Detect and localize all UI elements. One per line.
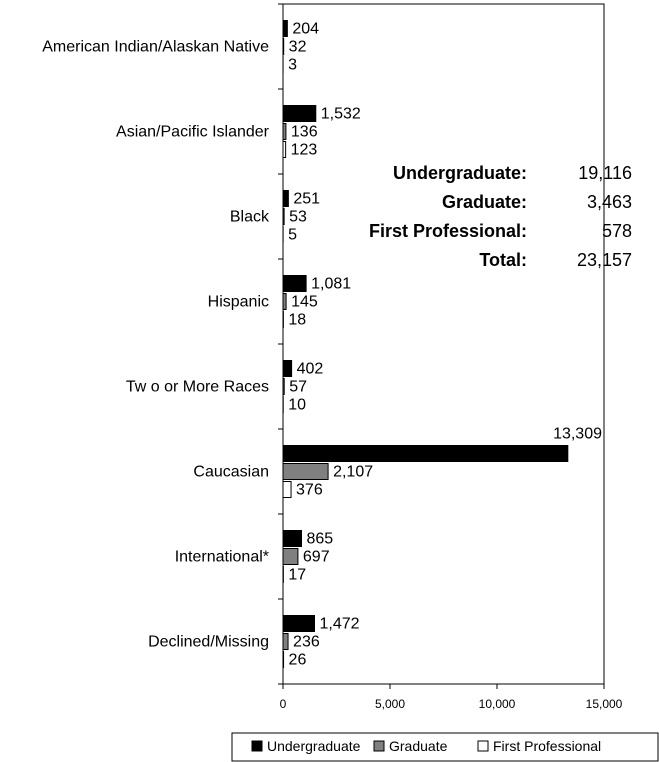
bar-first-professional [282, 141, 287, 158]
bar-graduate [282, 463, 329, 480]
bar-graduate [282, 378, 285, 395]
data-label: 57 [289, 379, 307, 396]
category-label: Asian/Pacific Islander [116, 124, 270, 141]
summary-box: Undergraduate: 19,116 Graduate: 3,463 First … [369, 163, 632, 270]
bar-graduate [282, 38, 285, 55]
category-label: Black [230, 209, 270, 226]
summary-value: 578 [602, 221, 632, 241]
bar-undergraduate [282, 445, 569, 462]
bar-undergraduate [282, 275, 307, 292]
data-label: 136 [291, 124, 318, 141]
legend-box [231, 732, 659, 762]
summary-label: First Professional: [369, 221, 527, 241]
legend-label: Graduate [389, 738, 448, 754]
bar-undergraduate [282, 615, 316, 632]
bar-graduate [282, 633, 289, 650]
data-label: 32 [289, 39, 307, 56]
legend-swatch [477, 740, 489, 752]
bar-graduate [282, 208, 285, 225]
bar-undergraduate [282, 360, 293, 377]
data-label: 865 [307, 531, 334, 548]
x-tick-label: 0 [280, 697, 287, 711]
summary-value: 23,157 [577, 250, 632, 270]
bar-graduate [282, 548, 299, 565]
legend-label: Undergraduate [267, 738, 361, 754]
category-label: American Indian/Alaskan Native [42, 39, 269, 56]
bar-graduate [282, 293, 287, 310]
bar-undergraduate [282, 20, 288, 37]
data-label: 53 [289, 209, 307, 226]
legend: Undergraduate Graduate First Professional [231, 732, 659, 762]
data-label: 123 [291, 142, 318, 159]
bars [282, 20, 569, 668]
bar-graduate [282, 123, 287, 140]
data-label: 204 [292, 21, 319, 38]
data-label: 26 [289, 652, 307, 669]
category-label: Hispanic [208, 294, 269, 311]
legend-label: First Professional [493, 738, 601, 754]
summary-value: 19,116 [578, 163, 632, 183]
data-label: 5 [288, 227, 297, 244]
category-labels: American Indian/Alaskan Native Asian/Paci… [42, 39, 270, 651]
data-label: 17 [288, 567, 306, 584]
data-label: 1,532 [321, 106, 361, 123]
legend-swatch [251, 740, 263, 752]
bar-first-professional [282, 481, 292, 498]
x-axis: 0 5,000 10,000 15,000 [280, 684, 623, 711]
x-tick-label: 10,000 [479, 697, 516, 711]
data-label: 3 [288, 57, 297, 74]
bar-undergraduate [282, 105, 317, 122]
category-label: International* [175, 549, 269, 566]
plot-area [278, 3, 605, 685]
bar-first-professional [282, 651, 285, 668]
data-label: 236 [293, 634, 320, 651]
data-label: 1,472 [320, 616, 360, 633]
data-label: 10 [288, 397, 306, 414]
x-tick-label: 5,000 [375, 697, 405, 711]
legend-swatch [373, 740, 385, 752]
summary-label: Total: [479, 250, 527, 270]
bar-undergraduate [282, 190, 289, 207]
data-label: 376 [296, 482, 323, 499]
summary-value: 3,463 [587, 192, 632, 212]
bar-undergraduate [282, 530, 303, 547]
category-label: Declined/Missing [148, 634, 269, 651]
data-label: 1,081 [311, 276, 351, 293]
category-label: Caucasian [193, 464, 269, 481]
data-label: 402 [297, 361, 324, 378]
data-label: 13,309 [553, 426, 602, 443]
data-label: 697 [303, 549, 330, 566]
summary-label: Undergraduate: [393, 163, 527, 183]
data-label: 18 [288, 312, 306, 329]
summary-label: Graduate: [442, 192, 527, 212]
category-label: Tw o or More Races [126, 379, 269, 396]
data-label: 251 [293, 191, 320, 208]
x-tick-label: 15,000 [586, 697, 623, 711]
data-label: 2,107 [333, 464, 373, 481]
data-label: 145 [291, 294, 318, 311]
